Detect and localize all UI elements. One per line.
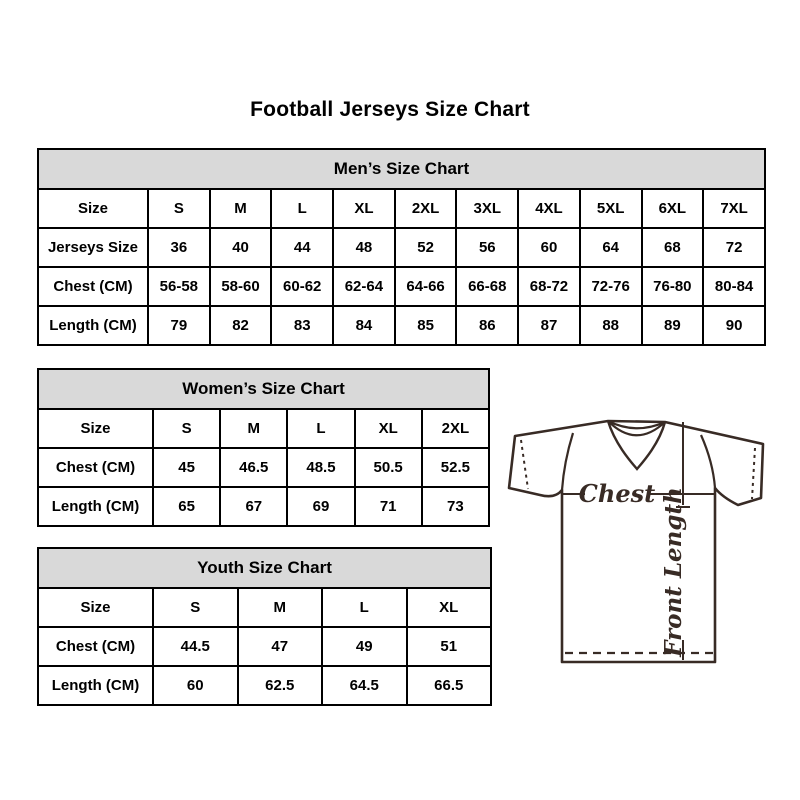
value-cell: 48 (332, 227, 396, 268)
left-cuff-dashed-line (520, 439, 529, 490)
value-cell: 60-62 (270, 266, 335, 307)
value-cell: 72-76 (578, 266, 643, 307)
value-cell: 47 (236, 626, 323, 667)
value-cell: 44.5 (152, 626, 239, 667)
value-cell: S (147, 188, 211, 229)
table-title: Women’s Size Chart (37, 368, 490, 410)
front-length-label: Front Length (660, 487, 687, 658)
row-label: Chest (CM) (37, 447, 154, 488)
value-cell: 46.5 (219, 447, 289, 488)
page-title: Football Jerseys Size Chart (250, 98, 530, 121)
collar-back-curve (607, 420, 666, 430)
value-cell: 67 (219, 486, 289, 527)
jersey-measurement-diagram: Chest Front Length (505, 408, 770, 668)
value-cell: 7XL (702, 188, 766, 229)
value-cell: 52.5 (420, 447, 491, 488)
value-cell: 64-66 (393, 266, 458, 307)
jersey-icon: Chest Front Length (507, 419, 765, 664)
row-label: Chest (CM) (37, 266, 149, 307)
value-cell: L (270, 188, 335, 229)
value-cell: 36 (147, 227, 211, 268)
table-title: Youth Size Chart (37, 547, 492, 589)
value-cell: 66-68 (455, 266, 520, 307)
collar-vneck-curve (606, 420, 667, 471)
value-cell: 58-60 (208, 266, 273, 307)
value-cell: 52 (393, 227, 458, 268)
value-cell: 69 (286, 486, 356, 527)
left-armhole-seam (560, 432, 575, 491)
value-cell: 49 (321, 626, 408, 667)
row-label: Length (CM) (37, 305, 149, 346)
row-label: Size (37, 188, 149, 229)
value-cell: 87 (517, 305, 581, 346)
value-cell: XL (332, 188, 396, 229)
table-title: Men’s Size Chart (37, 148, 766, 190)
value-cell: L (286, 408, 356, 449)
mens-size-table: Men’s Size Chart Size S M L XL 2XL 3XL 4XL 5XL 6XL… (37, 148, 766, 346)
value-cell: 4XL (517, 188, 581, 229)
value-cell: 68 (640, 227, 705, 268)
value-cell: 66.5 (405, 665, 492, 706)
value-cell: 73 (420, 486, 491, 527)
chest-label: Chest (579, 479, 655, 508)
collar-band-curve (607, 420, 666, 437)
value-cell: M (236, 587, 323, 628)
value-cell: 60 (517, 227, 581, 268)
row-label: Chest (CM) (37, 626, 154, 667)
value-cell: 50.5 (353, 447, 423, 488)
value-cell: 71 (353, 486, 423, 527)
value-cell: M (208, 188, 273, 229)
row-label: Length (CM) (37, 665, 154, 706)
value-cell: XL (353, 408, 423, 449)
value-cell: 89 (640, 305, 705, 346)
value-cell: 56 (455, 227, 520, 268)
value-cell: 76-80 (640, 266, 705, 307)
right-cuff-dashed-line (751, 447, 756, 500)
value-cell: 64 (578, 227, 643, 268)
value-cell: 6XL (640, 188, 705, 229)
value-cell: 45 (151, 447, 222, 488)
value-cell: 86 (455, 305, 520, 346)
row-label: Size (37, 408, 154, 449)
value-cell: 82 (208, 305, 273, 346)
value-cell: 62-64 (332, 266, 396, 307)
value-cell: 85 (393, 305, 458, 346)
value-cell: 48.5 (286, 447, 356, 488)
value-cell: 72 (702, 227, 766, 268)
value-cell: 56-58 (147, 266, 211, 307)
jersey-outline (507, 419, 765, 664)
value-cell: 79 (147, 305, 211, 346)
value-cell: 51 (405, 626, 492, 667)
row-label: Size (37, 587, 154, 628)
right-armhole-seam (699, 434, 717, 489)
front-length-measure-line (676, 422, 690, 660)
value-cell: 65 (151, 486, 222, 527)
row-label: Jerseys Size (37, 227, 149, 268)
row-label: Length (CM) (37, 486, 154, 527)
value-cell: 5XL (578, 188, 643, 229)
value-cell: 84 (332, 305, 396, 346)
value-cell: L (321, 587, 408, 628)
value-cell: 3XL (455, 188, 520, 229)
youth-size-table: Youth Size Chart Size S M L XL Chest (CM) 44.5 4… (37, 547, 492, 706)
value-cell: 40 (208, 227, 273, 268)
value-cell: 60 (152, 665, 239, 706)
value-cell: 64.5 (321, 665, 408, 706)
value-cell: S (152, 587, 239, 628)
value-cell: 90 (702, 305, 766, 346)
value-cell: XL (405, 587, 492, 628)
value-cell: 62.5 (236, 665, 323, 706)
value-cell: S (151, 408, 222, 449)
value-cell: 88 (578, 305, 643, 346)
value-cell: 44 (270, 227, 335, 268)
womens-size-table: Women’s Size Chart Size S M L XL 2XL Chest (CM)… (37, 368, 491, 527)
value-cell: 68-72 (517, 266, 581, 307)
value-cell: 83 (270, 305, 335, 346)
value-cell: 2XL (393, 188, 458, 229)
value-cell: 2XL (420, 408, 491, 449)
value-cell: M (219, 408, 289, 449)
value-cell: 80-84 (702, 266, 766, 307)
